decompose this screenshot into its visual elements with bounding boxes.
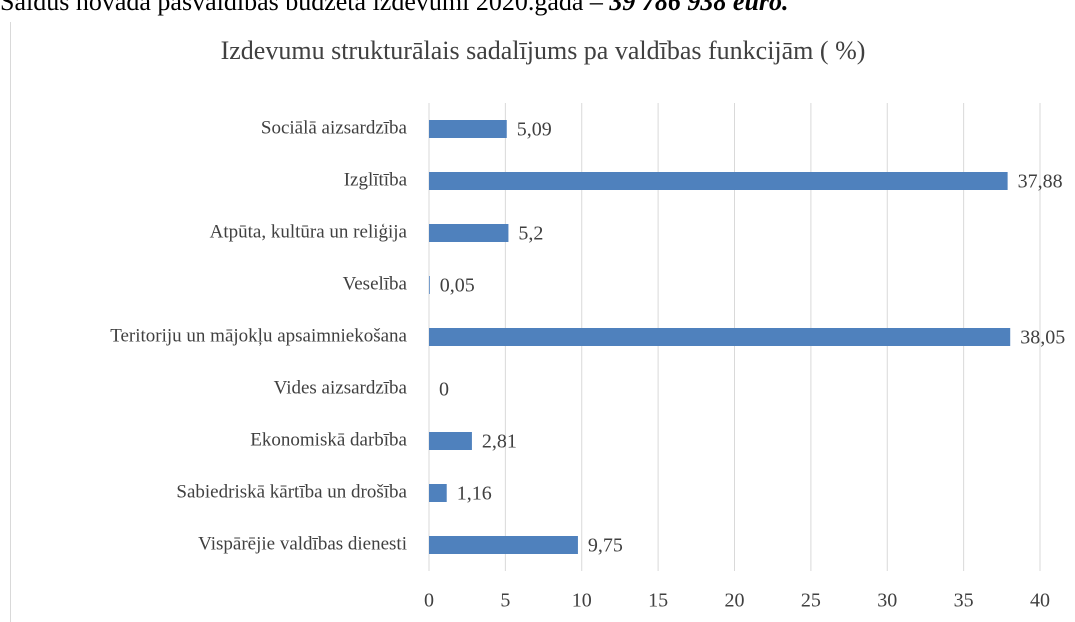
y-tick-label: Izglītība xyxy=(344,169,408,190)
x-tick-label: 25 xyxy=(801,590,821,612)
x-tick-label: 20 xyxy=(725,590,745,612)
bar xyxy=(429,432,472,450)
y-tick-label: Sociālā aizsardzība xyxy=(261,117,408,138)
x-tick-label: 15 xyxy=(648,590,668,612)
y-tick-label: Vides aizsardzība xyxy=(274,377,408,398)
header-emphasis: 39 786 938 euro. xyxy=(608,0,788,16)
bar xyxy=(429,276,430,294)
header: Saldus novada pašvaldības budžeta izdevu… xyxy=(0,0,789,16)
y-tick-label: Teritoriju un mājokļu apsaimniekošana xyxy=(110,325,407,346)
bar xyxy=(429,328,1011,346)
value-label: 0 xyxy=(439,379,449,401)
bar xyxy=(429,120,507,138)
header-text: Saldus novada pašvaldības budžeta izdevu… xyxy=(0,0,604,16)
value-label: 38,05 xyxy=(1020,327,1065,349)
value-label: 5,09 xyxy=(517,119,552,141)
value-label: 37,88 xyxy=(1018,171,1063,193)
value-label: 9,75 xyxy=(588,535,623,557)
x-tick-label: 10 xyxy=(572,590,592,612)
bar xyxy=(429,484,447,502)
x-tick-label: 35 xyxy=(954,590,974,612)
x-tick-label: 30 xyxy=(877,590,897,612)
value-label: 1,16 xyxy=(457,483,492,505)
chart-title: Izdevumu strukturālais sadalījums pa val… xyxy=(221,36,866,65)
value-label: 2,81 xyxy=(482,431,517,453)
x-tick-label: 5 xyxy=(500,590,510,612)
y-tick-label: Atpūta, kultūra un reliģija xyxy=(210,221,408,242)
x-tick-label: 40 xyxy=(1030,590,1050,612)
value-label: 5,2 xyxy=(518,223,543,245)
bar xyxy=(429,172,1008,190)
y-tick-label: Sabiedriskā kārtība un drošība xyxy=(176,481,407,502)
x-tick-label: 0 xyxy=(424,590,434,612)
value-label: 0,05 xyxy=(440,275,475,297)
y-tick-label: Veselība xyxy=(343,273,408,294)
bar xyxy=(429,224,509,242)
y-tick-label: Ekonomiskā darbība xyxy=(250,429,407,450)
bar xyxy=(429,536,578,554)
y-tick-label: Vispārējie valdības dienesti xyxy=(198,533,407,554)
